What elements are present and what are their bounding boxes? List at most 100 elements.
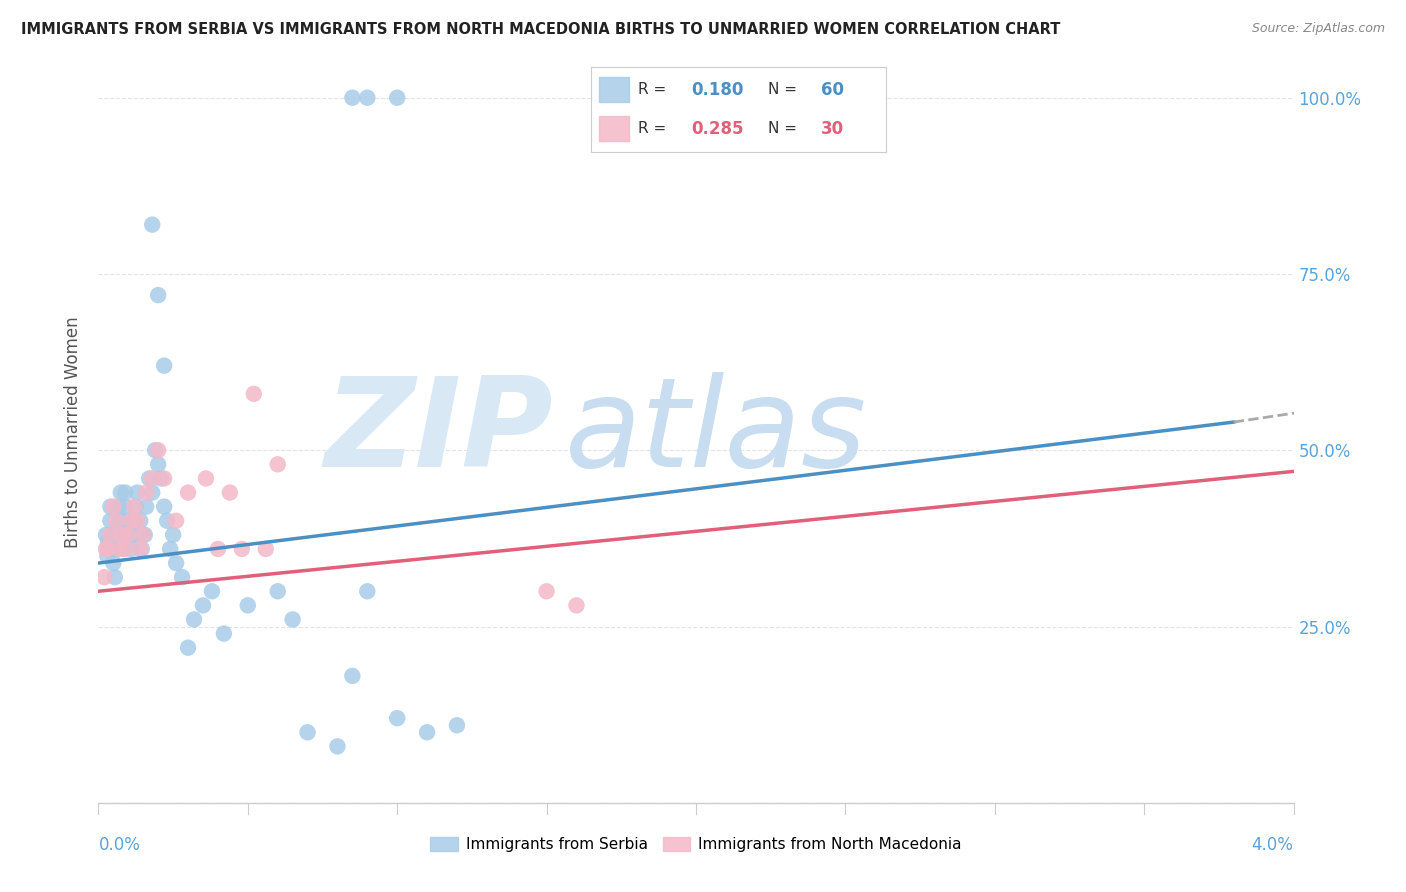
Point <box>127 514 149 528</box>
Point <box>212 626 235 640</box>
Point <box>124 500 146 514</box>
Point <box>124 514 146 528</box>
Point <box>162 528 184 542</box>
Point <box>195 471 218 485</box>
Point <box>356 584 378 599</box>
Text: Source: ZipAtlas.com: Source: ZipAtlas.com <box>1251 22 1385 36</box>
Point <box>105 514 128 528</box>
Point <box>565 599 588 613</box>
Y-axis label: Births to Unmarried Women: Births to Unmarried Women <box>65 317 83 549</box>
Point <box>135 485 157 500</box>
Text: 4.0%: 4.0% <box>1251 836 1294 855</box>
Point <box>138 471 160 485</box>
Point <box>356 91 378 105</box>
Point <box>115 528 138 542</box>
Point <box>131 541 153 556</box>
Point <box>243 387 266 401</box>
Point <box>111 528 134 542</box>
Point <box>326 739 349 754</box>
Point <box>104 541 127 556</box>
Point <box>207 541 229 556</box>
Text: 60: 60 <box>821 81 844 99</box>
Point <box>125 500 148 514</box>
Text: ZIP: ZIP <box>323 372 553 493</box>
Point <box>114 541 136 556</box>
Point <box>177 640 200 655</box>
Point <box>111 541 134 556</box>
Point <box>281 612 304 626</box>
Point <box>96 541 118 556</box>
Point <box>93 570 115 584</box>
Point <box>236 599 259 613</box>
Text: 0.180: 0.180 <box>690 81 744 99</box>
Point <box>103 556 125 570</box>
Point <box>172 570 194 584</box>
Point <box>118 528 141 542</box>
Point <box>111 528 134 542</box>
Point <box>201 584 224 599</box>
Point <box>141 485 163 500</box>
Point <box>143 443 166 458</box>
Point <box>129 541 152 556</box>
Point <box>267 458 290 472</box>
Point <box>135 500 157 514</box>
Point <box>148 288 170 302</box>
Text: R =: R = <box>638 121 671 136</box>
Point <box>267 584 290 599</box>
Point <box>385 711 409 725</box>
Point <box>94 541 117 556</box>
Point <box>127 485 149 500</box>
Point <box>117 514 139 528</box>
Point <box>536 584 558 599</box>
Point <box>108 500 131 514</box>
Text: 0.285: 0.285 <box>690 120 744 137</box>
Point <box>104 570 127 584</box>
Point <box>112 514 135 528</box>
Point <box>96 549 118 563</box>
Point <box>183 612 205 626</box>
Text: N =: N = <box>768 121 801 136</box>
Point <box>165 556 187 570</box>
Point <box>108 541 131 556</box>
Text: IMMIGRANTS FROM SERBIA VS IMMIGRANTS FROM NORTH MACEDONIA BIRTHS TO UNMARRIED WO: IMMIGRANTS FROM SERBIA VS IMMIGRANTS FRO… <box>21 22 1060 37</box>
Point <box>101 528 124 542</box>
Point <box>120 541 142 556</box>
Point <box>97 535 120 549</box>
Point <box>385 91 409 105</box>
Legend: Immigrants from Serbia, Immigrants from North Macedonia: Immigrants from Serbia, Immigrants from … <box>425 830 967 858</box>
Point <box>297 725 319 739</box>
Point <box>153 471 176 485</box>
Point <box>98 514 122 528</box>
Text: 30: 30 <box>821 120 844 137</box>
Point <box>110 485 132 500</box>
Point <box>141 471 163 485</box>
Text: N =: N = <box>768 82 801 97</box>
Point <box>150 471 173 485</box>
Point <box>121 528 143 542</box>
Point <box>98 528 122 542</box>
Point <box>114 500 136 514</box>
Point <box>141 218 163 232</box>
Point <box>107 528 129 542</box>
Point <box>231 541 253 556</box>
Point <box>134 528 156 542</box>
Point <box>132 528 155 542</box>
Point <box>219 485 242 500</box>
Point <box>153 359 176 373</box>
Point <box>114 485 136 500</box>
Point <box>446 718 468 732</box>
Point <box>128 528 150 542</box>
Bar <box>599 116 628 142</box>
Text: R =: R = <box>638 82 671 97</box>
Text: 0.0%: 0.0% <box>98 836 141 855</box>
Point <box>105 541 128 556</box>
Point <box>97 541 120 556</box>
Point <box>132 528 155 542</box>
Point <box>156 514 179 528</box>
Point <box>254 541 277 556</box>
Point <box>108 514 131 528</box>
Point <box>191 599 214 613</box>
Point <box>165 514 187 528</box>
Point <box>120 514 142 528</box>
Point <box>117 528 139 542</box>
